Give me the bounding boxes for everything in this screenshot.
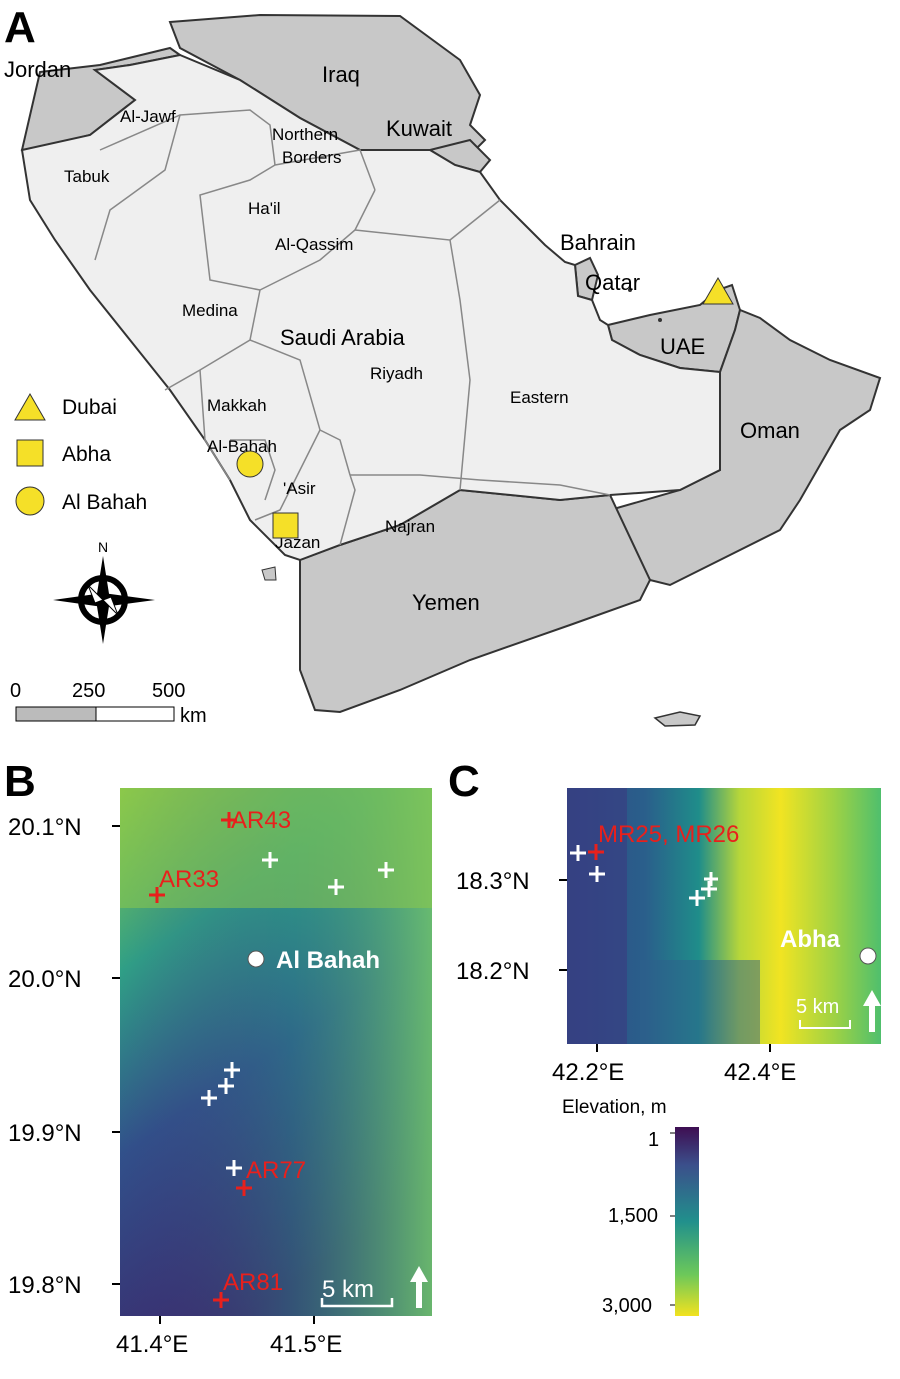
socotra-shape: [653, 711, 702, 727]
label-saudi-arabia: Saudi Arabia: [280, 325, 406, 350]
elev-tick-3000: 3,000: [602, 1295, 652, 1317]
scale-bar-left: [15, 706, 97, 722]
scale-unit: km: [180, 705, 207, 727]
site-marker: [570, 845, 718, 906]
legend-dubai: Dubai: [62, 396, 117, 419]
site-mr25-mr26-label: MR25, MR26: [598, 821, 739, 848]
scale-tick-0: 0: [10, 680, 21, 702]
legend-abha: Abha: [62, 443, 111, 466]
label-najran: Najran: [385, 517, 435, 536]
b-lat-19-9: 19.9°N: [8, 1120, 82, 1147]
region-boundaries: [94, 109, 611, 546]
abha-marker: [272, 512, 299, 539]
legend-al-bahah: Al Bahah: [62, 491, 147, 514]
elev-tick-1: 1: [648, 1129, 659, 1151]
map-b-raster: [120, 788, 432, 1316]
label-oman: Oman: [740, 418, 800, 443]
abha-city-label: Abha: [780, 926, 841, 953]
map-c-sites: [570, 844, 718, 906]
site-ar77-marker: [236, 1180, 252, 1196]
label-borders: Borders: [282, 148, 342, 167]
c-lon-42-2: 42.2°E: [552, 1059, 624, 1086]
abha-city-marker: [859, 947, 877, 965]
site-ar81-marker: [213, 1292, 229, 1308]
map-c-lat-axis: 18.3°N 18.2°N: [456, 868, 567, 985]
al-bahah-marker: [236, 450, 264, 478]
label-hail: Ha'il: [248, 199, 281, 218]
farasan-island: [261, 566, 277, 581]
site-ar33-label: AR33: [159, 866, 219, 893]
panel-label-c: C: [448, 757, 480, 806]
map-b-sites: [149, 812, 394, 1308]
label-asir: 'Asir: [283, 479, 316, 498]
island-dot: [628, 288, 632, 292]
label-medina: Medina: [182, 301, 238, 320]
al-bahah-city-label: Al Bahah: [276, 947, 380, 974]
label-iraq: Iraq: [322, 62, 360, 87]
dubai-marker: [702, 276, 734, 305]
label-northern: Northern: [272, 125, 338, 144]
label-kuwait: Kuwait: [386, 116, 452, 141]
svg-text:N: N: [98, 539, 108, 555]
b-scale-bar: [320, 1298, 394, 1308]
c-lat-18-3: 18.3°N: [456, 868, 530, 895]
site-marker: [201, 852, 394, 1176]
scale-tick-250: 250: [72, 680, 105, 702]
site-ar33-marker: [149, 887, 165, 903]
panel-label-a: A: [4, 3, 36, 52]
c-lon-42-4: 42.4°E: [724, 1059, 796, 1086]
label-makkah: Makkah: [207, 396, 267, 415]
legend-square-icon: [16, 439, 44, 467]
label-al-bahah: Al-Bahah: [207, 437, 277, 456]
site-ar77-label: AR77: [246, 1157, 306, 1184]
compass-icon: N: [53, 539, 155, 644]
b-scale-label: 5 km: [322, 1276, 374, 1303]
b-lat-20-0: 20.0°N: [8, 966, 82, 993]
label-uae: UAE: [660, 334, 705, 359]
legend-triangle-icon: [14, 392, 46, 421]
b-lon-41-5: 41.5°E: [270, 1331, 342, 1358]
c-scale-bar: [799, 1020, 851, 1029]
panel-label-b: B: [4, 757, 36, 806]
map-b-lon-axis: 41.4°E 41.5°E: [116, 1316, 342, 1358]
legend-circle-icon: [15, 486, 45, 516]
map-c-lon-axis: 42.2°E 42.4°E: [552, 1044, 796, 1086]
label-qatar: Qatar: [585, 270, 640, 295]
elevation-ticks: 1 1,500 3,000: [602, 1129, 675, 1317]
label-bahrain: Bahrain: [560, 230, 636, 255]
elevation-legend-title: Elevation, m: [562, 1097, 667, 1118]
b-lon-41-4: 41.4°E: [116, 1331, 188, 1358]
map-b-lat-axis: 20.1°N 20.0°N 19.9°N 19.8°N: [8, 814, 120, 1299]
label-jordan: Jordan: [4, 57, 71, 82]
label-tabuk: Tabuk: [64, 167, 110, 186]
label-al-jawf: Al-Jawf: [120, 107, 176, 126]
b-lat-20-1: 20.1°N: [8, 814, 82, 841]
oman-shape: [608, 308, 882, 587]
label-eastern: Eastern: [510, 388, 569, 407]
label-riyadh: Riyadh: [370, 364, 423, 383]
c-lat-18-2: 18.2°N: [456, 958, 530, 985]
b-north-arrow-icon: [410, 1266, 428, 1308]
island-dot: [658, 318, 662, 322]
map-c-raster: [567, 788, 881, 1044]
c-scale-label: 5 km: [796, 996, 839, 1018]
elevation-colorbar: [675, 1127, 699, 1316]
scale-tick-500: 500: [152, 680, 185, 702]
elev-tick-1500: 1,500: [608, 1205, 658, 1227]
scale-bar-right: [95, 706, 175, 722]
c-north-arrow-icon: [863, 990, 881, 1032]
b-lat-19-8: 19.8°N: [8, 1272, 82, 1299]
site-mr25-marker: [588, 844, 604, 860]
site-ar43-marker: [221, 812, 237, 828]
al-bahah-city-marker: [247, 950, 265, 968]
site-ar81-label: AR81: [223, 1269, 283, 1296]
label-yemen: Yemen: [412, 590, 480, 615]
site-ar43-label: AR43: [231, 807, 291, 834]
label-al-qassim: Al-Qassim: [275, 235, 353, 254]
